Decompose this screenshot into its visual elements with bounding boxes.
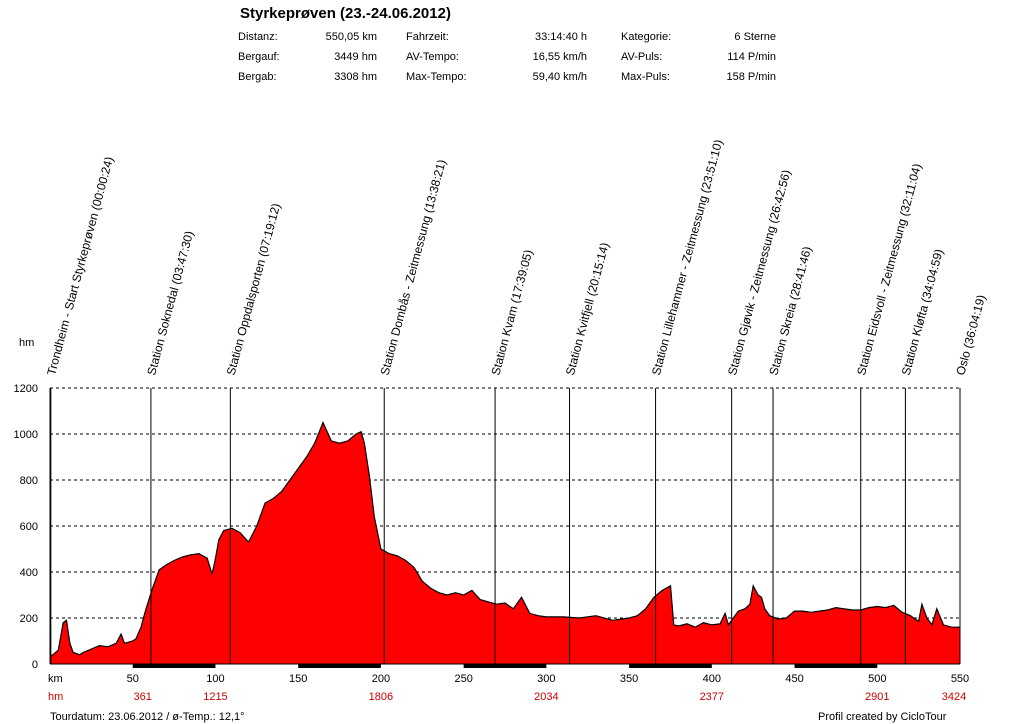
elevation-area (50, 422, 960, 664)
y-axis-label: hm (19, 337, 34, 349)
x-tick-label-450: 450 (785, 673, 803, 685)
stat-value-category: 6 Sterne (734, 31, 776, 43)
axis-band-50 (132, 664, 216, 668)
x-tick-label-100: 100 (206, 673, 224, 685)
axis-band-250 (463, 664, 547, 668)
stat-label-distance: Distanz: (238, 31, 278, 43)
station-label-8: Station Skreia (28:41:46) (766, 245, 814, 377)
elevation-line (49, 420, 960, 658)
station-label-11: Oslo (36:04:19) (953, 293, 988, 377)
x-tick-label-200: 200 (372, 673, 390, 685)
x-axis-label: km (48, 673, 63, 685)
footer-credit: Profil created by CicloTour (818, 711, 947, 723)
stat-label-climb: Bergauf: (238, 51, 280, 63)
climb-value-4: 2377 (700, 691, 724, 703)
station-label-1: Station Soknedal (03:47:30) (144, 229, 196, 376)
station-label-10: Station Kløfta (34:04:59) (899, 248, 946, 377)
stat-label-ride-time: Fahrzeit: (406, 31, 449, 43)
station-label-6: Station Lillehammer - Zeitmessung (23:51… (649, 138, 726, 377)
y-tick-label-800: 800 (20, 475, 38, 487)
station-label-3: Station Dombås - Zeitmessung (13:38:21) (378, 158, 449, 377)
climb-value-0: 361 (134, 691, 152, 703)
stat-label-avg-speed: AV-Tempo: (406, 51, 459, 63)
stat-label-category: Kategorie: (621, 31, 672, 43)
climb-value-1: 1215 (203, 691, 227, 703)
footer-tour-info: Tourdatum: 23.06.2012 / ø-Temp.: 12,1° (50, 711, 245, 723)
x-tick-label-550: 550 (951, 673, 969, 685)
x-tick-label-250: 250 (454, 673, 472, 685)
stat-value-descent: 3308 hm (334, 71, 377, 83)
axis-band-450 (794, 664, 878, 668)
y-tick-label-1200: 1200 (14, 383, 38, 395)
climb-value-5: 2901 (865, 691, 889, 703)
x-tick-label-150: 150 (289, 673, 307, 685)
y-tick-label-400: 400 (20, 567, 38, 579)
stat-value-max-speed: 59,40 km/h (532, 71, 587, 83)
stat-label-max-speed: Max-Tempo: (406, 71, 467, 83)
stat-label-avg-pulse: AV-Puls: (621, 51, 663, 63)
x-tick-label-300: 300 (537, 673, 555, 685)
stat-value-ride-time: 33:14:40 h (535, 31, 587, 43)
climb-value-6: 3424 (942, 691, 966, 703)
y-tick-label-0: 0 (32, 659, 38, 671)
x-tick-label-50: 50 (127, 673, 139, 685)
station-label-2: Station Oppdalsporten (07:19:12) (224, 202, 283, 377)
stat-value-max-pulse: 158 P/min (726, 71, 776, 83)
stat-label-descent: Bergab: (238, 71, 277, 83)
station-label-0: Trondheim - Start Styrkeprøven (00:00:24… (44, 155, 116, 377)
chart-title: Styrkeprøven (23.-24.06.2012) (240, 5, 451, 22)
stat-value-avg-pulse: 114 P/min (727, 51, 776, 63)
y-tick-label-200: 200 (20, 613, 38, 625)
climb-value-3: 2034 (534, 691, 558, 703)
y-tick-label-1000: 1000 (14, 429, 38, 441)
stat-label-max-pulse: Max-Puls: (621, 71, 670, 83)
axis-band-150 (298, 664, 381, 668)
station-label-5: Station Kvitfjell (20:15:14) (563, 241, 612, 377)
x-tick-label-350: 350 (620, 673, 638, 685)
climb-row-label: hm (48, 691, 63, 703)
stat-value-avg-speed: 16,55 km/h (532, 51, 587, 63)
x-tick-label-500: 500 (868, 673, 886, 685)
station-label-4: Station Kvam (17:39:05) (488, 248, 535, 377)
climb-value-2: 1806 (369, 691, 393, 703)
axis-band-350 (629, 664, 712, 668)
stat-value-distance: 550,05 km (325, 31, 377, 43)
stat-value-climb: 3449 hm (334, 51, 377, 63)
y-tick-label-600: 600 (20, 521, 38, 533)
x-tick-label-400: 400 (703, 673, 721, 685)
